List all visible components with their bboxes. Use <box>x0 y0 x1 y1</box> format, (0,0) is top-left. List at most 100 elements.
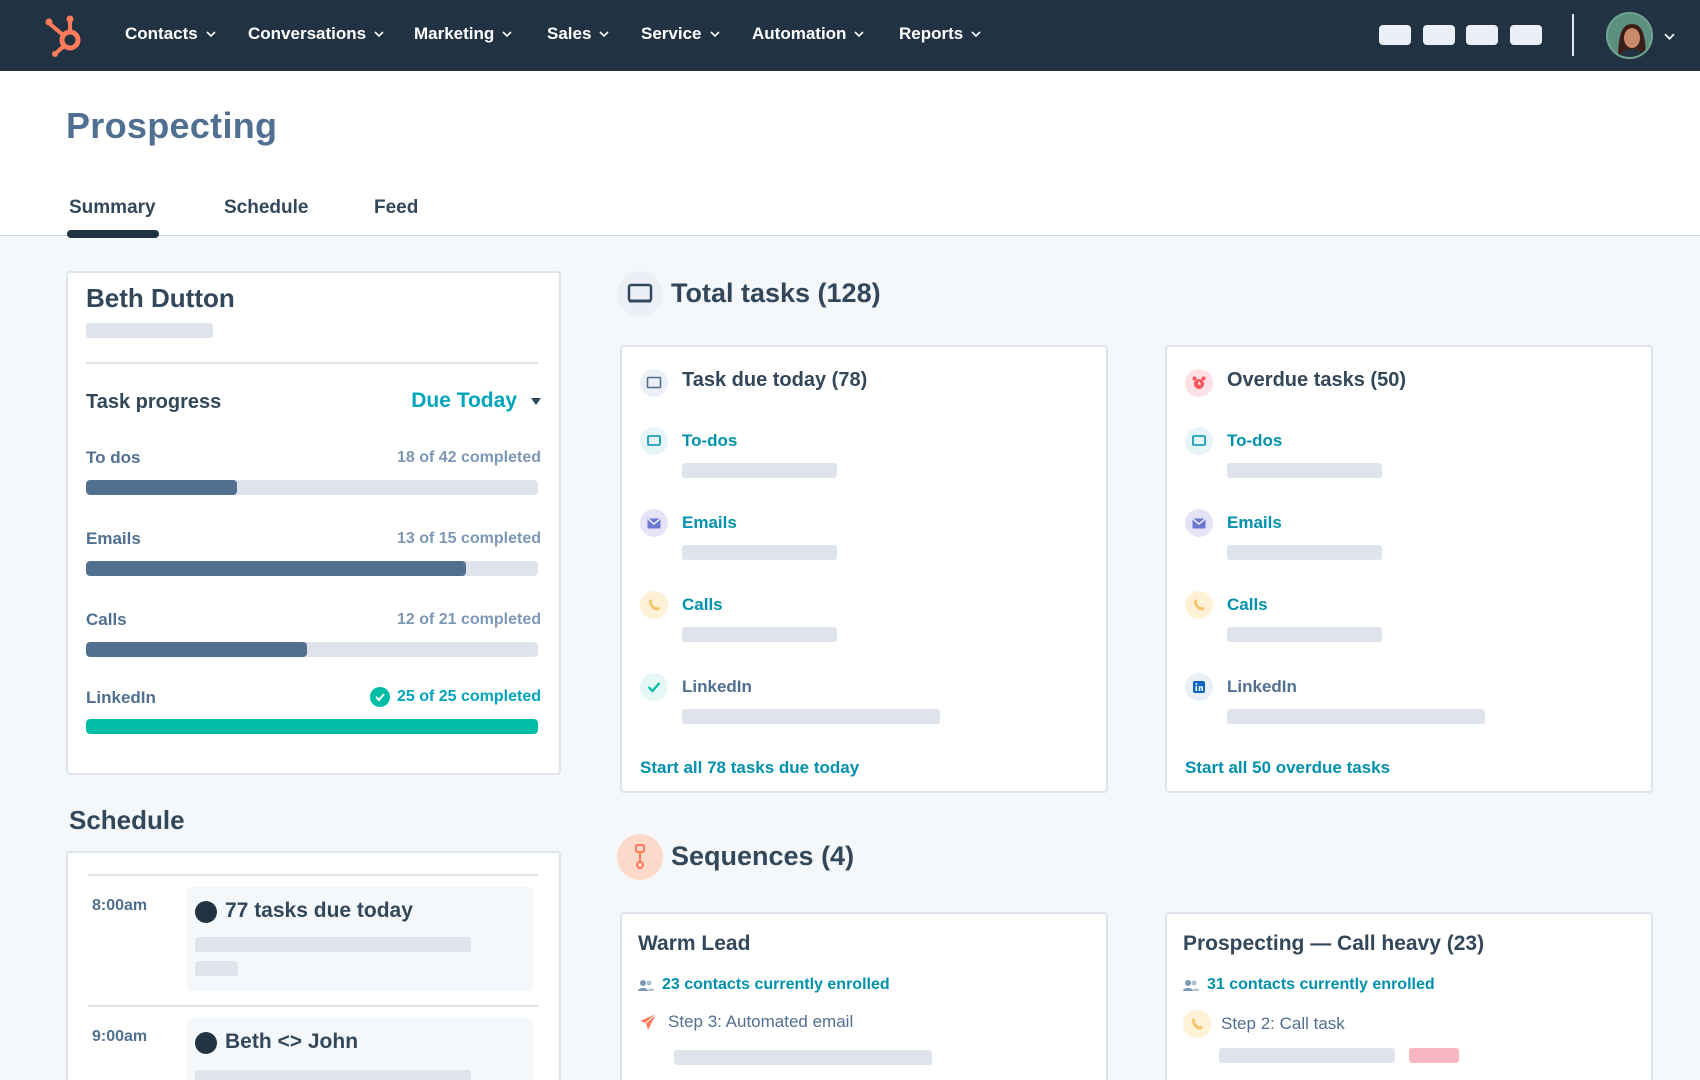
nav-sales[interactable]: Sales <box>547 24 610 44</box>
contacts-icon <box>638 979 654 991</box>
nav-conversations[interactable]: Conversations <box>248 24 384 44</box>
nav-service-label: Service <box>641 24 702 43</box>
chevron-down-icon <box>971 31 981 38</box>
divider <box>88 1005 538 1007</box>
chevron-down-icon <box>206 31 216 38</box>
placeholder-bar <box>1227 545 1382 560</box>
progress-count-emails: 13 of 15 completed <box>397 530 541 548</box>
progress-name-emails: Emails <box>86 529 141 548</box>
divider <box>88 874 538 876</box>
schedule-event[interactable]: 77 tasks due today <box>187 887 533 991</box>
progress-fill <box>86 480 237 495</box>
calls-link[interactable]: Calls <box>1227 595 1268 614</box>
phone-icon <box>640 591 668 619</box>
alarm-clock-icon <box>1185 369 1213 397</box>
emails-link[interactable]: Emails <box>1227 513 1282 532</box>
tasks-icon <box>617 271 663 317</box>
due-today-card: Task due today (78) To-dos Emails Calls … <box>620 345 1108 793</box>
email-icon <box>1185 509 1213 537</box>
todo-icon <box>640 427 668 455</box>
email-icon <box>640 509 668 537</box>
emails-link[interactable]: Emails <box>682 513 737 532</box>
tab-schedule[interactable]: Schedule <box>224 197 309 218</box>
status-badge <box>1409 1048 1459 1063</box>
schedule-time: 8:00am <box>92 897 148 914</box>
start-due-today-link[interactable]: Start all 78 tasks due today <box>640 758 860 777</box>
page-header: Prospecting Summary Schedule Feed <box>0 71 1700 238</box>
start-overdue-link[interactable]: Start all 50 overdue tasks <box>1185 758 1391 777</box>
utility-button-2[interactable] <box>1423 25 1455 45</box>
sequence-title: Warm Lead <box>638 932 751 955</box>
sequence-enrolled-text: 31 contacts currently enrolled <box>1207 976 1435 993</box>
progress-fill <box>86 561 466 576</box>
utility-button-3[interactable] <box>1466 25 1498 45</box>
check-circle-icon <box>369 687 390 707</box>
schedule-event-title: 77 tasks due today <box>225 899 413 922</box>
placeholder-bar <box>1227 709 1485 724</box>
event-dot-icon <box>195 1032 217 1054</box>
nav-contacts[interactable]: Contacts <box>125 24 216 44</box>
todos-link[interactable]: To-dos <box>682 431 738 450</box>
placeholder-bar <box>682 709 940 724</box>
utility-button-1[interactable] <box>1379 25 1411 45</box>
progress-bar-calls <box>86 642 538 657</box>
chevron-down-icon <box>599 31 610 38</box>
nav-marketing[interactable]: Marketing <box>414 24 512 44</box>
placeholder-bar <box>195 937 471 952</box>
progress-count-text: 13 of 15 completed <box>396 530 541 547</box>
nav-automation[interactable]: Automation <box>752 24 865 44</box>
todo-icon <box>1185 427 1213 455</box>
avatar[interactable] <box>1606 12 1653 59</box>
linkedin-label: LinkedIn <box>1227 677 1297 696</box>
placeholder-bar <box>674 1050 932 1065</box>
sequence-enrolled-text: 23 contacts currently enrolled <box>662 976 890 993</box>
progress-bar-todos <box>86 480 538 495</box>
schedule-event[interactable]: Beth <> John <box>187 1018 533 1080</box>
sequence-title: Prospecting — Call heavy (23) <box>1183 932 1485 955</box>
placeholder-bar <box>1227 627 1382 642</box>
divider <box>86 362 538 364</box>
paper-plane-icon <box>640 1013 657 1030</box>
overdue-card: Overdue tasks (50) To-dos Emails Calls L… <box>1165 345 1653 793</box>
placeholder-bar <box>682 627 837 642</box>
nav-service[interactable]: Service <box>641 24 720 44</box>
nav-reports-label: Reports <box>899 24 964 43</box>
placeholder-bar <box>195 961 238 976</box>
progress-bar-linkedin <box>86 719 538 734</box>
nav-reports[interactable]: Reports <box>899 24 981 44</box>
nav-conversations-label: Conversations <box>248 24 367 43</box>
tasks-icon <box>640 369 668 397</box>
total-tasks-heading: Total tasks (128) <box>671 278 881 308</box>
progress-fill <box>86 642 308 657</box>
contacts-icon <box>1183 979 1199 991</box>
sequence-card[interactable]: Prospecting — Call heavy (23) 31 contact… <box>1165 912 1653 1080</box>
sequence-step: Step 2: Call task <box>1183 1010 1345 1038</box>
event-dot-icon <box>195 901 217 923</box>
progress-name-calls: Calls <box>86 610 127 629</box>
sequence-step: Step 3: Automated email <box>638 1012 853 1032</box>
calls-link[interactable]: Calls <box>682 595 723 614</box>
progress-name-todos: To dos <box>86 448 141 467</box>
chevron-down-icon[interactable] <box>1664 31 1675 42</box>
utility-button-4[interactable] <box>1510 25 1542 45</box>
tab-feed[interactable]: Feed <box>374 197 419 218</box>
sequence-card[interactable]: Warm Lead 23 contacts currently enrolled… <box>620 912 1108 1080</box>
sequence-enrolled[interactable]: 31 contacts currently enrolled <box>1183 976 1435 994</box>
nav-sales-label: Sales <box>547 24 592 43</box>
todos-link[interactable]: To-dos <box>1227 431 1283 450</box>
linkedin-icon <box>1185 673 1213 701</box>
tab-summary[interactable]: Summary <box>69 197 156 218</box>
progress-count-text: 25 of 25 completed <box>396 688 541 705</box>
nav-automation-label: Automation <box>752 24 847 43</box>
nav-contacts-label: Contacts <box>125 24 198 43</box>
active-tab-indicator <box>67 230 159 238</box>
progress-count-todos: 18 of 42 completed <box>397 449 541 467</box>
task-progress-card: Beth Dutton Task progress Due Today To d… <box>66 271 561 775</box>
placeholder-bar <box>682 545 837 560</box>
due-filter-dropdown[interactable]: Due Today <box>411 389 541 413</box>
chevron-down-icon <box>502 31 512 38</box>
chevron-down-icon <box>374 31 384 38</box>
sequence-enrolled[interactable]: 23 contacts currently enrolled <box>638 976 890 994</box>
check-icon <box>640 673 668 701</box>
hubspot-logo-icon[interactable] <box>42 12 88 58</box>
